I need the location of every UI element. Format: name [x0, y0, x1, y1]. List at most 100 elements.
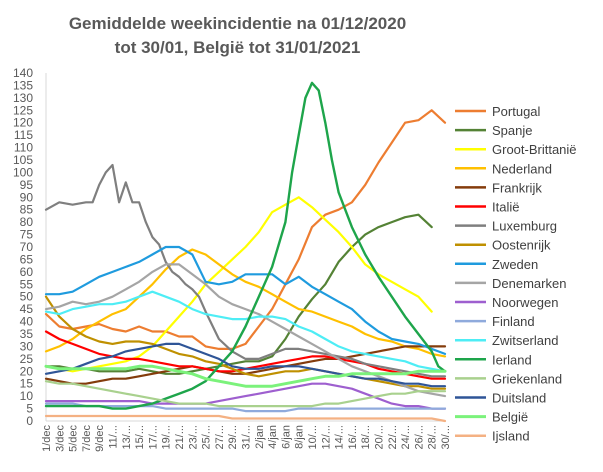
x-tick-label: 5/dec	[68, 425, 80, 452]
legend-label: Ijsland	[492, 429, 530, 444]
x-tick-label: 12/...	[320, 425, 332, 449]
x-tick-label: 15/...	[134, 425, 146, 449]
x-tick-label: 13/...	[121, 425, 133, 449]
legend-label: Frankrijk	[492, 180, 542, 195]
x-tick-label: 21/...	[174, 425, 186, 449]
legend-label: Luxemburg	[492, 219, 557, 234]
chart-title-line-1: Gemiddelde weekincidentie na 01/12/2020	[68, 14, 407, 33]
legend-label: Zweden	[492, 257, 538, 272]
x-tick-label: 22/...	[387, 425, 399, 449]
y-tick-label: 25	[20, 352, 34, 366]
y-tick-label: 70	[20, 240, 34, 254]
x-tick-label: 4/jan	[267, 425, 279, 449]
y-tick-label: 135	[13, 78, 33, 92]
series-line-15	[44, 342, 447, 388]
y-tick-label: 80	[20, 215, 34, 229]
legend-label: Duitsland	[492, 391, 546, 406]
legend-label: Nederland	[492, 161, 552, 176]
series-line-8	[44, 245, 447, 355]
legend-label: Groot-Brittanië	[492, 142, 577, 157]
x-tick-label: 14/...	[334, 425, 346, 449]
legend-label: Denemarken	[492, 276, 566, 291]
y-tick-label: 5	[26, 402, 33, 416]
y-tick-label: 65	[20, 252, 34, 266]
x-tick-label: 3/dec	[54, 425, 66, 452]
x-tick-label: 6/jan	[280, 425, 292, 449]
series-line-9	[44, 263, 447, 398]
y-tick-label: 140	[13, 66, 33, 80]
x-tick-label: 29/...	[227, 425, 239, 449]
y-tick-label: 90	[20, 190, 34, 204]
y-tick-label: 0	[26, 414, 33, 428]
y-tick-label: 100	[13, 165, 33, 179]
legend-label: Italië	[492, 200, 519, 215]
y-tick-label: 130	[13, 91, 33, 105]
plot-area	[44, 81, 447, 423]
legend-label: Zwitserland	[492, 333, 558, 348]
series-line-13	[44, 81, 447, 410]
x-tick-label: 28/...	[427, 425, 439, 449]
y-tick-label: 40	[20, 315, 34, 329]
y-tick-label: 110	[14, 141, 33, 155]
y-tick-label: 50	[20, 290, 34, 304]
legend-label: Spanje	[492, 123, 532, 138]
x-tick-label: 11/...	[108, 425, 120, 449]
y-tick-label: 10	[20, 389, 34, 403]
legend-label: Portugal	[492, 104, 541, 119]
x-tick-label: 30/...	[440, 425, 452, 449]
series-line-17	[44, 414, 447, 423]
x-tick-label: 10/...	[307, 425, 319, 449]
x-tick-label: 7/dec	[81, 425, 93, 452]
series-line-0	[44, 109, 447, 350]
x-tick-label: 26/...	[413, 425, 425, 449]
y-axis: 0510152025303540455055606570758085909510…	[13, 66, 47, 428]
x-tick-label: 20/...	[374, 425, 386, 449]
y-tick-label: 85	[20, 203, 34, 217]
y-tick-label: 75	[20, 228, 34, 242]
x-tick-label: 16/...	[347, 425, 359, 449]
y-tick-label: 35	[20, 327, 34, 341]
y-tick-label: 115	[14, 128, 33, 142]
series-line-1	[44, 213, 433, 375]
x-tick-label: 1/dec	[41, 425, 53, 452]
series-line-6	[44, 163, 447, 378]
series-line-12	[44, 290, 447, 373]
x-axis: 1/dec 3/dec 5/dec 7/dec 9/dec 11/... 13/... 15/…	[41, 420, 452, 452]
legend: Portugal Spanje Groot-Brittanië Nederland Fr…	[455, 104, 577, 444]
x-tick-label: 17/...	[147, 425, 159, 449]
x-tick-label: 25/...	[201, 425, 213, 449]
series-line-16	[44, 364, 447, 388]
x-tick-label: 24/...	[400, 425, 412, 449]
chart-title-line-2: tot 30/01, België tot 31/01/2021	[114, 38, 361, 57]
legend-label: Finland	[492, 314, 535, 329]
y-tick-label: 95	[20, 178, 34, 192]
series-line-14	[44, 380, 447, 408]
y-tick-label: 30	[20, 339, 34, 353]
x-tick-label: 8/jan	[294, 425, 306, 449]
y-tick-label: 105	[13, 153, 33, 167]
legend-label: Ierland	[492, 352, 532, 367]
y-tick-label: 60	[20, 265, 34, 279]
y-tick-label: 15	[20, 377, 34, 391]
series-line-10	[44, 382, 447, 410]
y-tick-label: 125	[13, 103, 33, 117]
x-tick-label: 31/...	[241, 425, 253, 449]
x-tick-label: 27/...	[214, 425, 226, 449]
y-tick-label: 120	[13, 116, 33, 130]
x-tick-label: 9/dec	[94, 425, 106, 452]
x-tick-label: 23/...	[187, 425, 199, 449]
series-line-2	[44, 196, 433, 373]
legend-label: Griekenland	[492, 371, 562, 386]
series-line-7	[44, 295, 447, 390]
series-line-11	[44, 402, 447, 413]
legend-label: België	[492, 410, 528, 425]
x-tick-label: 2/jan	[254, 425, 266, 449]
legend-label: Oostenrijk	[492, 238, 551, 253]
y-tick-label: 20	[20, 364, 34, 378]
legend-label: Noorwegen	[492, 295, 559, 310]
x-tick-label: 18/...	[360, 425, 372, 449]
y-tick-label: 45	[20, 302, 34, 316]
x-tick-label: 19/...	[161, 425, 173, 449]
